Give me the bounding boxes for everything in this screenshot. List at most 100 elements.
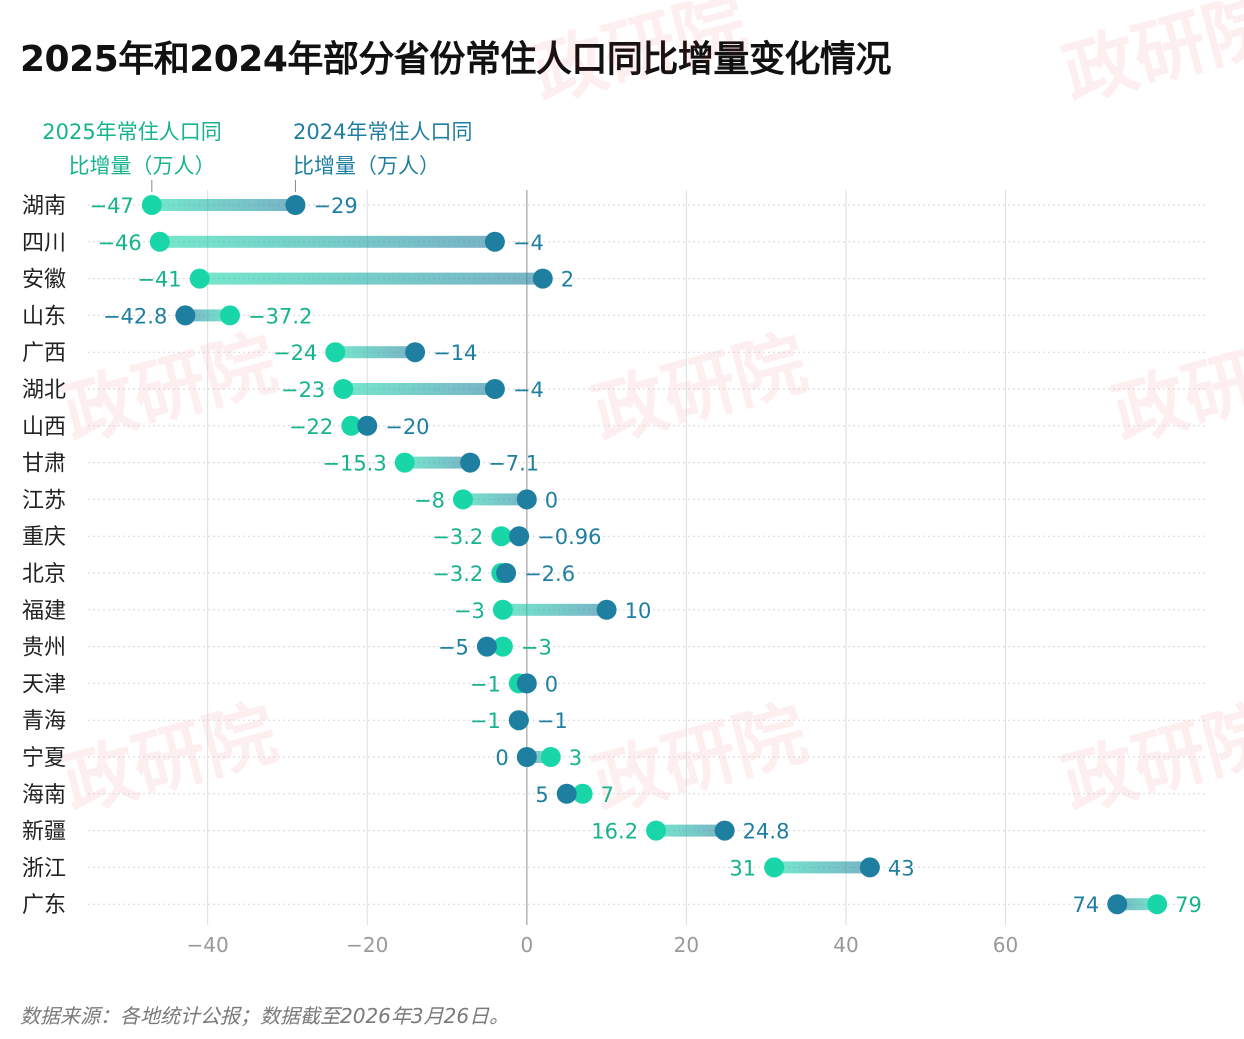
value-label-2025: −37.2 (248, 304, 312, 328)
value-label-2024: −42.8 (103, 304, 167, 328)
legend-2024-line2: 比增量（万人） (293, 154, 440, 178)
dot-2024 (484, 379, 505, 399)
dot-2024 (516, 747, 537, 767)
x-tick-label: 0 (520, 933, 533, 957)
value-label-2025: 16.2 (591, 820, 638, 844)
dot-2025 (452, 489, 473, 510)
value-label-2024: −14 (433, 341, 477, 365)
dot-2025 (189, 268, 210, 289)
value-label-2025: −1 (470, 672, 501, 696)
dot-2024 (484, 231, 505, 252)
dot-2025 (1147, 894, 1168, 915)
value-label-2024: 0 (545, 672, 558, 696)
category-label: 海南 (22, 783, 66, 808)
category-label: 四川 (22, 231, 66, 256)
dot-2025 (572, 783, 593, 804)
dumbbell-connector (774, 861, 870, 874)
category-label: 广东 (22, 893, 66, 918)
value-label-2025: −3 (521, 636, 552, 660)
dot-2025 (220, 305, 240, 326)
dumbbell-connector (404, 456, 471, 469)
dot-2024 (357, 415, 378, 436)
value-label-2025: −3.2 (432, 562, 483, 586)
x-tick-label: 20 (674, 933, 699, 957)
category-label: 安徽 (22, 268, 66, 293)
category-label: 天津 (22, 672, 66, 697)
dot-2024 (476, 636, 497, 657)
category-label: 青海 (22, 709, 66, 734)
dumbbell-connector (199, 272, 543, 285)
value-label-2025: −23 (281, 378, 325, 402)
dot-2024 (508, 710, 529, 731)
dot-2025 (646, 820, 667, 841)
legend-2025-line1: 2025年常住人口同 (42, 120, 221, 144)
value-label-2025: −46 (97, 231, 141, 255)
dot-2024 (1107, 894, 1128, 915)
value-label-2025: 3 (569, 746, 582, 770)
x-tick-label: 40 (833, 933, 858, 957)
value-label-2024: 43 (888, 856, 915, 880)
category-label: 北京 (22, 562, 66, 587)
dot-2025 (333, 379, 354, 399)
dot-2024 (496, 563, 517, 583)
category-label: 浙江 (22, 856, 66, 881)
category-label: 新疆 (22, 820, 66, 845)
dot-2025 (491, 526, 512, 547)
dot-2024 (596, 599, 617, 620)
category-label: 山东 (22, 304, 66, 329)
value-label-2024: 0 (495, 746, 508, 770)
category-label: 甘肃 (22, 452, 66, 477)
value-label-2024: −4 (513, 231, 544, 255)
category-label: 湖北 (22, 378, 66, 403)
value-label-2025: −15.3 (322, 452, 386, 476)
category-label: 福建 (22, 599, 66, 624)
value-label-2024: 74 (1072, 893, 1099, 917)
dot-2025 (149, 231, 170, 252)
value-label-2024: 5 (535, 783, 548, 807)
dumbbell-connector (1117, 898, 1158, 911)
source-note: 数据来源：各地统计公报；数据截至2026年3月26日。 (20, 1004, 510, 1028)
dot-2024 (516, 673, 537, 694)
value-label-2025: −41 (137, 268, 181, 292)
dumbbell-connector (151, 199, 296, 211)
dot-2025 (141, 195, 162, 215)
value-label-2024: 24.8 (743, 820, 790, 844)
value-label-2025: −22 (289, 415, 333, 439)
category-label: 广西 (22, 341, 66, 366)
legend-2024-line1: 2024年常住人口同 (293, 120, 472, 144)
dot-2024 (175, 305, 196, 326)
value-label-2025: −24 (273, 341, 317, 365)
value-label-2025: −8 (414, 488, 445, 512)
dot-2024 (714, 820, 735, 841)
category-label: 宁夏 (22, 746, 66, 771)
dot-2024 (405, 342, 426, 363)
category-label: 湖南 (22, 194, 66, 219)
dot-2025 (492, 599, 513, 620)
dot-2024 (556, 783, 577, 804)
dot-2025 (341, 415, 362, 436)
dot-2024 (516, 489, 537, 510)
dumbbell-connector (185, 309, 230, 322)
value-label-2024: 0 (545, 488, 558, 512)
dot-2024 (285, 195, 306, 215)
value-label-2025: 31 (729, 856, 756, 880)
value-label-2024: −20 (385, 415, 429, 439)
legend-2025-line2: 比增量（万人） (69, 154, 216, 178)
value-label-2024: −29 (313, 194, 357, 218)
category-label: 山西 (22, 415, 66, 440)
value-label-2025: −3 (454, 599, 485, 623)
x-tick-label: −40 (187, 933, 229, 957)
category-label: 贵州 (22, 636, 66, 661)
dumbbell-connector (335, 346, 416, 359)
dumbbell-connector (656, 824, 725, 837)
x-tick-label: −20 (346, 933, 388, 957)
category-label: 江苏 (22, 488, 66, 513)
value-label-2024: −7.1 (488, 452, 539, 476)
dot-2025 (540, 747, 561, 767)
dumbbell-connector (159, 235, 495, 248)
dumbbell-connector (502, 603, 607, 616)
value-label-2024: 2 (561, 268, 574, 292)
dot-2025 (492, 636, 513, 657)
value-label-2025: −3.2 (432, 525, 483, 549)
